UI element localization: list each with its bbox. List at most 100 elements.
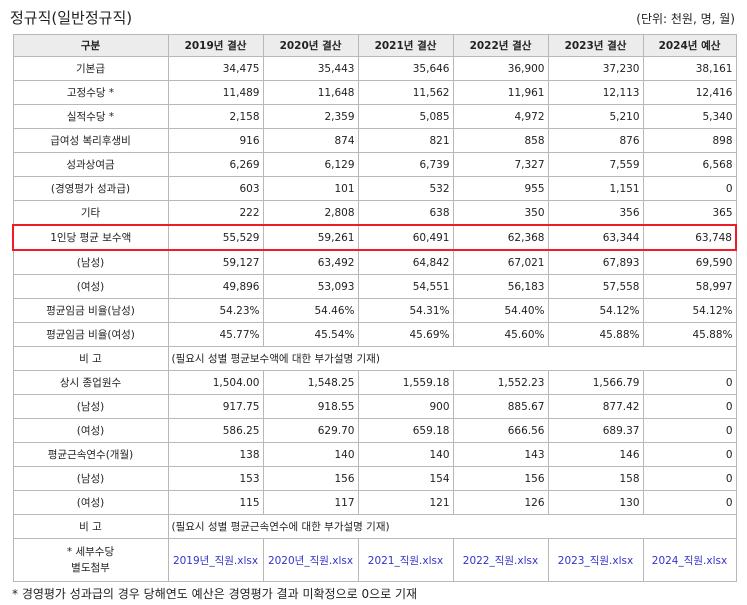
row-label: 비 고 xyxy=(12,346,169,372)
row-label: 고정수당 * xyxy=(12,80,169,105)
value-cell: 49,896 xyxy=(167,274,264,300)
value-cell: 69,590 xyxy=(642,249,737,276)
value-cell: 101 xyxy=(262,176,359,201)
row-label: 상시 종업원수 xyxy=(12,370,169,396)
value-cell: 955 xyxy=(452,176,549,201)
attachment-file-link[interactable]: 2023_직원.xlsx xyxy=(557,554,634,567)
column-header: 2020년 결산 xyxy=(262,34,359,57)
value-cell: 918.55 xyxy=(262,394,359,420)
value-cell: 138 xyxy=(167,442,264,468)
value-cell: 586.25 xyxy=(167,418,264,444)
value-cell: 0 xyxy=(642,418,737,444)
value-cell: 1,566.79 xyxy=(547,370,644,396)
value-cell: 350 xyxy=(452,200,549,226)
value-cell: 821 xyxy=(357,128,454,153)
table-row: 실적수당 * 2,158 2,359 5,085 4,972 5,210 5,340 xyxy=(12,104,737,129)
table-row: 급여성 복리후생비 916 874 821 858 876 898 xyxy=(12,128,737,153)
column-header: 2019년 결산 xyxy=(167,34,264,57)
value-cell: 121 xyxy=(357,490,454,516)
attachment-file-link[interactable]: 2021_직원.xlsx xyxy=(367,554,444,567)
column-header: 구분 xyxy=(12,34,169,57)
value-cell: 11,961 xyxy=(452,80,549,105)
attachment-file-link[interactable]: 2019년_직원.xlsx xyxy=(172,554,259,567)
remark-cell: (필요시 성별 평균보수액에 대한 부가설명 기재) xyxy=(167,346,737,372)
value-cell: 158 xyxy=(547,466,644,492)
value-cell: 153 xyxy=(167,466,264,492)
value-cell: 7,559 xyxy=(547,152,644,177)
value-cell: 666.56 xyxy=(452,418,549,444)
table-row: (남성) 59,127 63,492 64,842 67,021 67,893 69,590 xyxy=(12,249,737,276)
value-cell: 1,504.00 xyxy=(167,370,264,396)
value-cell: 67,021 xyxy=(452,249,549,276)
header-row: 구분 2019년 결산 2020년 결산 2021년 결산 2022년 결산 2… xyxy=(12,34,737,57)
value-cell: 57,558 xyxy=(547,274,644,300)
table-row: (여성) 49,896 53,093 54,551 56,183 57,558 58,997 xyxy=(12,274,737,300)
value-cell: 6,568 xyxy=(642,152,737,177)
remark-cell: (필요시 성별 평균근속연수에 대한 부가설명 기재) xyxy=(167,514,737,540)
salary-table: 구분 2019년 결산 2020년 결산 2021년 결산 2022년 결산 2… xyxy=(12,34,737,582)
value-cell: 532 xyxy=(357,176,454,201)
attachment-row: * 세부수당 별도첨부 2019년_직원.xlsx 2020년_직원.xlsx 2021… xyxy=(12,538,737,582)
table-row: 상시 종업원수 1,504.00 1,548.25 1,559.18 1,552.23 1… xyxy=(12,370,737,396)
value-cell: 38,161 xyxy=(642,56,737,81)
row-label: (남성) xyxy=(12,394,169,420)
value-cell: 53,093 xyxy=(262,274,359,300)
value-cell: 222 xyxy=(167,200,264,226)
value-cell: 689.37 xyxy=(547,418,644,444)
table-row: (여성) 115 117 121 126 130 0 xyxy=(12,490,737,516)
attachment-file-link[interactable]: 2020년_직원.xlsx xyxy=(267,554,354,567)
value-cell: 140 xyxy=(262,442,359,468)
value-cell: 45.88% xyxy=(642,322,737,348)
value-cell: 45.60% xyxy=(452,322,549,348)
attachment-cell: 2019년_직원.xlsx xyxy=(167,538,264,582)
value-cell: 917.75 xyxy=(167,394,264,420)
value-cell: 63,344 xyxy=(547,224,644,252)
attachment-label-line1: * 세부수당 xyxy=(66,546,115,559)
table-row: (남성) 917.75 918.55 900 885.67 877.42 0 xyxy=(12,394,737,420)
row-label: 평균근속연수(개월) xyxy=(12,442,169,468)
row-label: 기본급 xyxy=(12,56,169,81)
row-label: 평균임금 비율(여성) xyxy=(12,322,169,348)
value-cell: 140 xyxy=(357,442,454,468)
table-row: 비 고 (필요시 성별 평균근속연수에 대한 부가설명 기재) xyxy=(12,514,737,540)
value-cell: 6,129 xyxy=(262,152,359,177)
value-cell: 156 xyxy=(452,466,549,492)
value-cell: 356 xyxy=(547,200,644,226)
value-cell: 54.31% xyxy=(357,298,454,324)
value-cell: 0 xyxy=(642,490,737,516)
value-cell: 11,648 xyxy=(262,80,359,105)
value-cell: 874 xyxy=(262,128,359,153)
attachment-file-link[interactable]: 2022_직원.xlsx xyxy=(462,554,539,567)
value-cell: 154 xyxy=(357,466,454,492)
attachment-cell: 2021_직원.xlsx xyxy=(357,538,454,582)
value-cell: 37,230 xyxy=(547,56,644,81)
value-cell: 603 xyxy=(167,176,264,201)
table-row: 기본급 34,475 35,443 35,646 36,900 37,230 38,161 xyxy=(12,56,737,81)
value-cell: 638 xyxy=(357,200,454,226)
attachment-label: * 세부수당 별도첨부 xyxy=(12,538,169,582)
row-label: 성과상여금 xyxy=(12,152,169,177)
value-cell: 6,269 xyxy=(167,152,264,177)
value-cell: 55,529 xyxy=(167,224,264,252)
value-cell: 115 xyxy=(167,490,264,516)
table-row: 평균근속연수(개월) 138 140 140 143 146 0 xyxy=(12,442,737,468)
value-cell: 0 xyxy=(642,176,737,201)
value-cell: 6,739 xyxy=(357,152,454,177)
value-cell: 885.67 xyxy=(452,394,549,420)
value-cell: 59,261 xyxy=(262,224,359,252)
value-cell: 12,113 xyxy=(547,80,644,105)
value-cell: 7,327 xyxy=(452,152,549,177)
value-cell: 130 xyxy=(547,490,644,516)
table-row: 평균임금 비율(남성) 54.23% 54.46% 54.31% 54.40% 54.12… xyxy=(12,298,737,324)
attachment-file-link[interactable]: 2024_직원.xlsx xyxy=(651,554,728,567)
value-cell: 35,443 xyxy=(262,56,359,81)
table-row: 기타 222 2,808 638 350 356 365 xyxy=(12,200,737,226)
value-cell: 858 xyxy=(452,128,549,153)
value-cell: 2,808 xyxy=(262,200,359,226)
table-row: 고정수당 * 11,489 11,648 11,562 11,961 12,113 12,4… xyxy=(12,80,737,105)
value-cell: 45.54% xyxy=(262,322,359,348)
row-label: 실적수당 * xyxy=(12,104,169,129)
attachment-cell: 2020년_직원.xlsx xyxy=(262,538,359,582)
row-label: (여성) xyxy=(12,490,169,516)
footnote: * 경영평가 성과급의 경우 당해연도 예산은 경영평가 결과 미확정으로 0으… xyxy=(12,587,418,601)
